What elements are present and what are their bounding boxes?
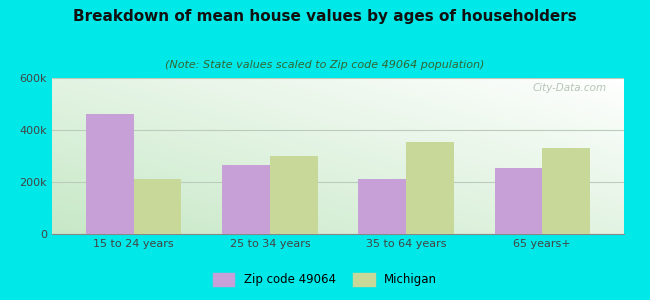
Bar (495, 168, 542, 234)
Bar (270, 156, 318, 234)
Legend: Zip code 49064, Michigan: Zip code 49064, Michigan (208, 268, 442, 291)
Bar (222, 165, 270, 234)
Bar (406, 142, 454, 234)
Bar (134, 179, 181, 234)
Text: (Note: State values scaled to Zip code 49064 population): (Note: State values scaled to Zip code 4… (165, 60, 485, 70)
Bar (86, 114, 134, 234)
Text: Breakdown of mean house values by ages of householders: Breakdown of mean house values by ages o… (73, 9, 577, 24)
Text: City-Data.com: City-Data.com (533, 83, 607, 93)
Bar (542, 148, 590, 234)
Bar (358, 179, 406, 234)
